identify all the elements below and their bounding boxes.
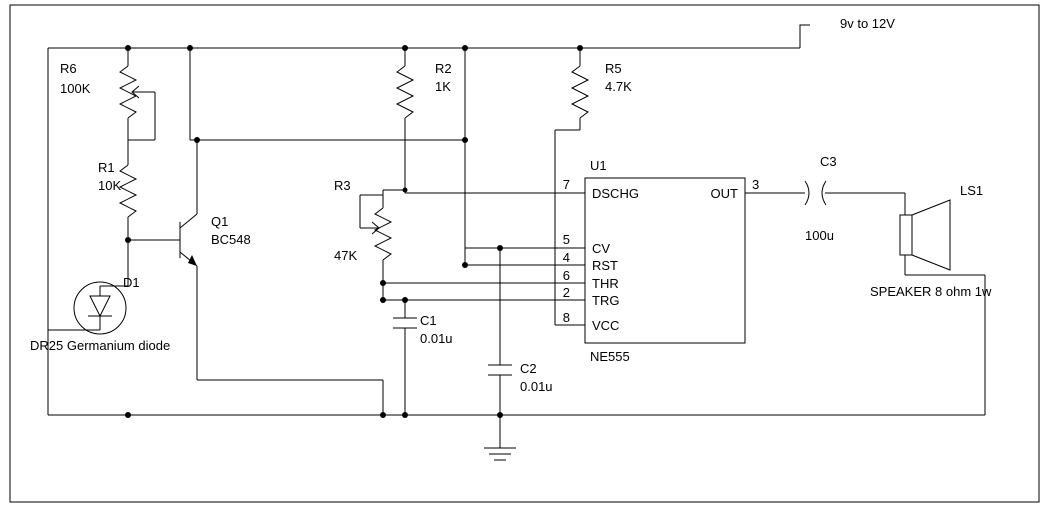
ls1-ref: LS1	[960, 183, 983, 198]
r3-potentiometer: R3 47K	[334, 178, 408, 300]
pin8-num: 8	[563, 310, 570, 325]
schematic-border	[10, 5, 1039, 502]
c2-capacitor: C2 0.01u	[488, 361, 553, 415]
c3-capacitor: C3 100u	[805, 154, 905, 243]
d1-ref: D1	[123, 275, 140, 290]
r6-potentiometer: R6 100K	[60, 48, 155, 150]
r5-ref: R5	[605, 61, 622, 76]
ls1-speaker: LS1 SPEAKER 8 ohm 1w	[870, 183, 992, 415]
ground-symbol	[484, 415, 516, 460]
junction-dot	[194, 137, 200, 143]
r3-value: 47K	[334, 248, 357, 263]
u1-value: NE555	[590, 349, 630, 364]
emitter-arrow	[188, 255, 197, 266]
r1-ref: R1	[98, 160, 115, 175]
c3-ref: C3	[820, 154, 837, 169]
d1-value: DR25 Germanium diode	[30, 338, 170, 353]
junction-dot	[497, 245, 503, 251]
pin5-label: CV	[592, 241, 610, 256]
power-hook	[800, 25, 810, 48]
junction-dot	[462, 137, 468, 143]
r2-ref: R2	[435, 61, 452, 76]
u1-ref: U1	[590, 158, 607, 173]
r2-value: 1K	[435, 79, 451, 94]
pin4-label: RST	[592, 258, 618, 273]
pin7-label: DSCHG	[592, 186, 639, 201]
pin6-label: THR	[592, 276, 619, 291]
q1-value: BC548	[211, 232, 251, 247]
q1-transistor: Q1 BC548	[168, 140, 383, 415]
r1-resistor: R1 10K	[98, 150, 136, 240]
pin2-label: TRG	[592, 293, 619, 308]
r5-resistor: R5 4.7K	[572, 48, 632, 130]
c1-ref: C1	[420, 313, 437, 328]
pin5-num: 5	[563, 232, 570, 247]
r6-value: 100K	[60, 81, 91, 96]
r2-resistor: R2 1K	[397, 48, 452, 193]
junction-dot	[125, 412, 131, 418]
r1-value: 10K	[98, 178, 121, 193]
pin3-num: 3	[752, 177, 759, 192]
pin3-label: OUT	[711, 186, 739, 201]
pin6-num: 6	[563, 268, 570, 283]
c3-value: 100u	[805, 228, 834, 243]
r5-value: 4.7K	[605, 79, 632, 94]
r3-ref: R3	[334, 178, 351, 193]
c2-value: 0.01u	[520, 379, 553, 394]
ls1-value: SPEAKER 8 ohm 1w	[870, 284, 992, 299]
c1-capacitor: C1 0.01u	[393, 300, 453, 415]
r6-ref: R6	[60, 61, 77, 76]
c1-value: 0.01u	[420, 331, 453, 346]
pin7-num: 7	[563, 177, 570, 192]
pin4-num: 4	[563, 250, 570, 265]
pin2-num: 2	[563, 285, 570, 300]
pin8-label: VCC	[592, 318, 619, 333]
u1-ne555: U1 NE555 7 DSCHG 5 CV 4 RST 6 THR 2 TRG …	[563, 158, 770, 364]
q1-ref: Q1	[211, 214, 228, 229]
power-label: 9v to 12V	[840, 16, 895, 31]
c2-ref: C2	[520, 361, 537, 376]
d1-diode: D1 DR25 Germanium diode	[30, 275, 170, 353]
junction-dot	[380, 280, 386, 286]
